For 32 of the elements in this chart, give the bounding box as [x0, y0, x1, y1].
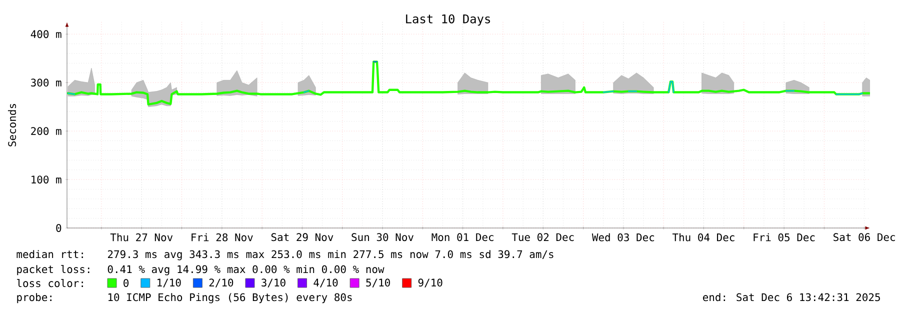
text: median rtt: [16, 250, 83, 258]
x-tick-label: Sun 30 Nov [352, 233, 414, 242]
x-tick-label: Fri 05 Dec [754, 233, 815, 242]
legend-label: 4/10 [314, 278, 338, 288]
y-tick-label: 0 [56, 224, 62, 232]
text: end: Sat Dec 6 13:42:31 2025 [702, 293, 880, 302]
y-axis-title: Seconds [8, 104, 16, 146]
legend-label: 2/10 [209, 278, 234, 288]
text: 0.41 % avg 14.99 % max 0.00 % min 0.00 % now [108, 265, 384, 276]
legend-label: 5/10 [366, 278, 390, 288]
x-tick-label: Sat 29 Nov [271, 233, 334, 242]
text: probe: [17, 293, 52, 304]
x-tick-label: Mon 01 Dec [432, 233, 494, 242]
text: packet loss: [17, 265, 90, 276]
x-tick-label: Fri 28 Nov [192, 233, 253, 242]
x-tick-label: Thu 27 Nov [110, 233, 173, 242]
y-tick-label: 100 m [32, 176, 62, 184]
x-tick-label: Sat 06 Dec [834, 233, 895, 242]
x-tick-label: Thu 04 Dec [672, 233, 734, 242]
legend-label: 9/10 [418, 278, 442, 288]
x-tick-label: Wed 03 Dec [592, 233, 654, 242]
legend-title: loss color: [17, 279, 83, 288]
legend-label: 1/10 [158, 278, 181, 288]
text: 10 ICMP Echo Pings (56 Bytes) every 80s [108, 293, 352, 304]
chart-title: Last 10 Days [406, 14, 490, 26]
x-tick-label: Tue 02 Dec [512, 233, 574, 242]
legend-label: 3/10 [262, 278, 286, 288]
y-tick-label: 200 m [31, 127, 62, 136]
y-tick-label: 300 m [31, 78, 62, 87]
text: 279.3 ms avg 343.3 ms max 253.0 ms min 277.5 ms now 7.0 ms sd 39.7 am/s [108, 250, 554, 260]
y-tick-label: 400 m [30, 30, 62, 38]
legend-label: 0 [124, 279, 129, 287]
